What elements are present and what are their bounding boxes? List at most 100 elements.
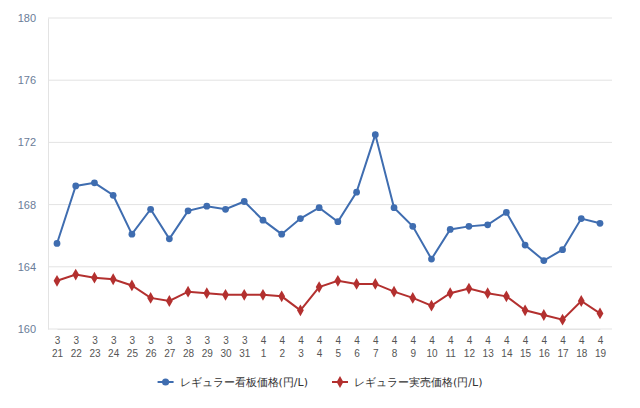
x-axis: 3213223233243253263273283293303314142434… (52, 329, 607, 359)
legend-item: レギュラー実売価格(円/L) (332, 376, 482, 389)
grid-line (48, 329, 612, 330)
x-tick: 321 (52, 329, 64, 359)
x-tick: 412 (464, 329, 476, 359)
x-tick-label: 323 (89, 335, 101, 359)
x-tick: 418 (576, 329, 588, 359)
data-point (391, 286, 398, 298)
data-point (91, 179, 98, 186)
data-point (466, 283, 473, 295)
data-point (559, 246, 566, 253)
x-tick-label-part: 7 (373, 348, 379, 359)
x-tick-label: 49 (410, 335, 416, 359)
x-tick-label: 417 (557, 335, 569, 359)
x-tick-label-part: 3 (298, 348, 304, 359)
y-tick-label: 176 (18, 74, 36, 86)
x-tick: 45 (336, 329, 342, 359)
x-tick: 327 (164, 329, 176, 359)
data-point (466, 223, 473, 230)
grid-line (48, 266, 612, 267)
data-point (72, 183, 79, 190)
y-axis-line (48, 19, 49, 330)
x-tick: 44 (317, 329, 323, 359)
plot-area (54, 131, 604, 325)
x-tick: 411 (446, 329, 457, 359)
data-point (372, 131, 379, 138)
x-tick-label-part: 4 (523, 335, 529, 346)
legend-marker (162, 378, 169, 385)
x-tick: 43 (298, 329, 304, 359)
data-point (334, 218, 341, 225)
x-tick-label-part: 4 (392, 335, 398, 346)
data-point (409, 292, 416, 304)
x-tick-label: 48 (392, 335, 398, 359)
data-point (522, 304, 529, 316)
x-tick-label-part: 31 (239, 348, 251, 359)
data-point (597, 308, 604, 320)
data-point (578, 295, 585, 307)
x-tick: 410 (426, 329, 438, 359)
x-tick-label-part: 3 (148, 335, 154, 346)
data-point (316, 281, 323, 293)
x-tick-label-part: 16 (539, 348, 551, 359)
x-tick-label-part: 3 (167, 335, 173, 346)
x-tick-label-part: 26 (146, 348, 158, 359)
x-tick-label-part: 3 (73, 335, 79, 346)
y-axis: 160164168172176180 (18, 12, 49, 335)
data-point (316, 204, 323, 211)
data-point (297, 304, 304, 316)
x-tick: 414 (501, 329, 513, 359)
x-tick-label: 330 (220, 335, 232, 359)
x-tick-label-part: 5 (336, 348, 342, 359)
data-point (297, 215, 304, 222)
x-tick-label: 322 (71, 335, 83, 359)
y-tick-label: 160 (18, 323, 36, 335)
data-point (428, 300, 435, 312)
data-point (129, 231, 136, 238)
data-point (278, 231, 285, 238)
data-point (522, 242, 529, 249)
x-tick-label-part: 3 (186, 335, 192, 346)
x-tick-label-part: 29 (202, 348, 214, 359)
x-tick-label-part: 4 (467, 335, 473, 346)
x-tick-label-part: 8 (392, 348, 398, 359)
x-tick-label: 47 (373, 335, 379, 359)
data-point (54, 275, 61, 287)
x-tick-label: 327 (164, 335, 176, 359)
x-tick-label: 412 (464, 335, 476, 359)
x-tick-label: 329 (202, 335, 214, 359)
x-tick-label: 44 (317, 335, 323, 359)
x-tick: 324 (108, 329, 120, 359)
x-tick-label: 46 (354, 335, 360, 359)
x-tick-label: 419 (595, 335, 607, 359)
grid-line (48, 142, 612, 143)
x-tick-label: 324 (108, 335, 120, 359)
data-point (578, 215, 585, 222)
data-point (166, 295, 173, 307)
y-tick-label: 180 (18, 12, 36, 24)
legend-label: レギュラー実売価格(円/L) (354, 376, 482, 389)
series-line (57, 135, 600, 261)
x-tick: 415 (520, 329, 532, 359)
x-tick-label-part: 4 (336, 335, 342, 346)
data-point (241, 198, 248, 205)
x-tick-label-part: 4 (279, 335, 285, 346)
data-point (147, 292, 154, 304)
data-point (185, 207, 192, 214)
data-point (353, 278, 360, 290)
data-point (597, 220, 604, 227)
x-tick-label-part: 17 (557, 348, 569, 359)
x-tick-label-part: 4 (317, 348, 323, 359)
data-point (54, 240, 61, 247)
series-line (57, 275, 600, 320)
x-tick-label-part: 6 (354, 348, 360, 359)
x-tick: 325 (127, 329, 139, 359)
x-tick: 41 (261, 329, 267, 359)
x-tick-label-part: 4 (560, 335, 566, 346)
x-tick: 330 (220, 329, 232, 359)
legend-item: レギュラー看板価格(円/L) (158, 376, 308, 389)
x-tick-label-part: 4 (542, 335, 548, 346)
data-point (484, 287, 491, 299)
data-point (110, 192, 117, 199)
x-tick-label: 415 (520, 335, 532, 359)
x-tick-label-part: 4 (317, 335, 323, 346)
